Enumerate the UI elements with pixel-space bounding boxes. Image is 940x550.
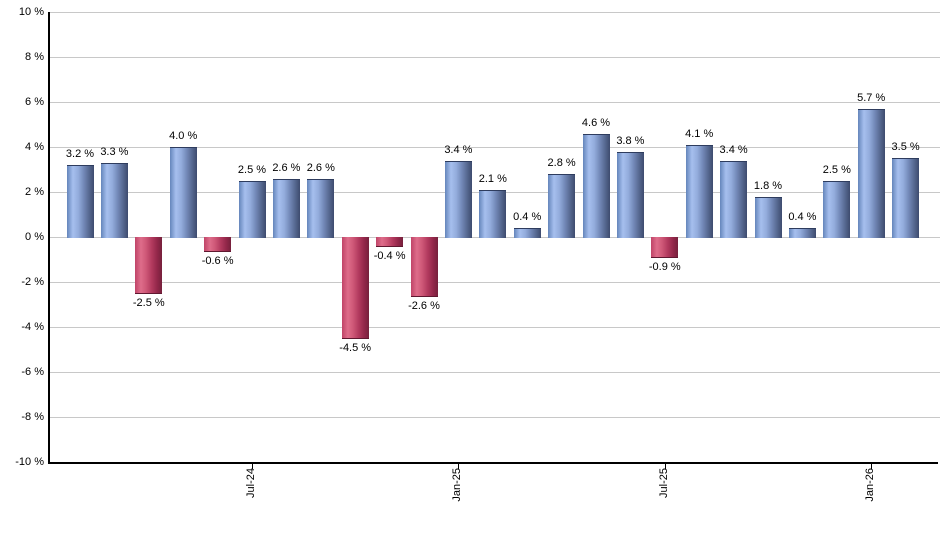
bar-value-label: 4.1 % [685,127,714,140]
bar-value-label: 1.8 % [753,179,783,192]
bar-Jun-24 [204,237,232,252]
x-axis-line [48,462,938,464]
y-tick-label: 6 % [25,96,44,108]
x-tick-mark [871,464,873,469]
bar-Mar-24 [100,162,128,238]
bar-value-label: 3.4 % [719,143,748,156]
y-tick-label: 0 % [25,231,44,243]
bar-value-label: -0.6 % [201,254,234,267]
x-tick-label-Jan-26: Jan-26 [864,468,877,502]
x-tick-label-Jul-24: Jul-24 [245,468,257,498]
x-tick-label-Jan-25: Jan-25 [451,468,464,502]
y-tick-label: -8 % [21,411,44,423]
bar-Aug-25 [685,144,713,238]
bar-value-label: 2.6 % [272,161,301,174]
gridline [50,12,940,13]
bar-value-label: -4.5 % [339,342,372,355]
bar-Sep-24 [307,178,335,238]
bar-Dec-24 [410,237,438,297]
bar-value-label: 3.2 % [65,148,95,160]
bar-value-label: 3.5 % [891,141,920,154]
y-tick-label: -2 % [21,276,44,288]
y-tick-label: 2 % [25,186,44,198]
bar-value-label: 3.4 % [444,143,473,156]
y-tick-label: 8 % [25,51,44,63]
gridline [50,417,940,418]
gridline [50,147,940,148]
bar-value-label: 2.8 % [547,157,576,169]
bar-Oct-25 [754,196,782,238]
x-tick-mark [664,464,666,469]
gridline [50,102,940,103]
y-axis-line [48,12,50,464]
bar-Apr-25 [548,174,576,238]
bar-value-label: 3.3 % [100,145,129,158]
bar-value-label: 2.6 % [306,161,335,174]
bar-Nov-25 [788,228,816,238]
bar-value-label: -2.6 % [408,299,440,312]
bar-Feb-24 [66,165,94,238]
bar-value-label: 2.1 % [478,172,507,185]
bar-value-label: 2.5 % [822,163,851,176]
bar-value-label: -0.4 % [373,250,406,262]
bar-value-label: 2.5 % [237,163,267,176]
bar-value-label: -0.9 % [648,261,681,274]
y-tick-label: -4 % [21,321,44,333]
bar-value-label: 3.8 % [616,134,645,147]
bar-Feb-25 [479,189,507,238]
bar-value-label: 5.7 % [857,91,886,104]
x-tick-label-Jul-25: Jul-25 [657,468,670,498]
bar-value-label: 4.0 % [169,130,198,142]
bar-value-label: -2.5 % [132,297,165,310]
gridline [50,372,940,373]
gridline [50,327,940,328]
y-tick-label: -10 % [15,456,44,468]
bar-value-label: 4.6 % [581,116,611,129]
y-tick-label: 10 % [18,6,44,18]
bar-Jul-25 [651,237,679,259]
bar-Mar-25 [513,228,541,238]
bar-Dec-25 [823,180,851,238]
bar-Feb-26 [892,158,920,238]
bar-Oct-24 [341,237,369,340]
bar-May-24 [169,147,197,238]
x-tick-mark [458,464,460,469]
y-tick-label: -6 % [21,366,44,378]
bar-Sep-25 [720,160,748,238]
bar-value-label: 0.4 % [513,211,542,223]
y-tick-label: 4 % [25,141,44,153]
bar-Nov-24 [376,237,404,247]
bar-Jul-24 [238,180,266,238]
gridline [50,57,940,58]
plot-area: 3.2 % 3.3 % -2.5 % 4.0 % -0.6 % 2.5 % 2.6 % 2.6… [50,12,940,462]
bar-Jan-26 [857,108,885,238]
bar-Apr-24 [135,237,163,295]
bar-Jan-25 [444,160,472,238]
bar-May-25 [582,133,610,238]
bar-value-label: 0.4 % [788,211,817,223]
bar-Jun-25 [616,151,644,238]
gridline [50,282,940,283]
bar-Aug-24 [272,178,300,238]
x-tick-mark [252,464,253,469]
